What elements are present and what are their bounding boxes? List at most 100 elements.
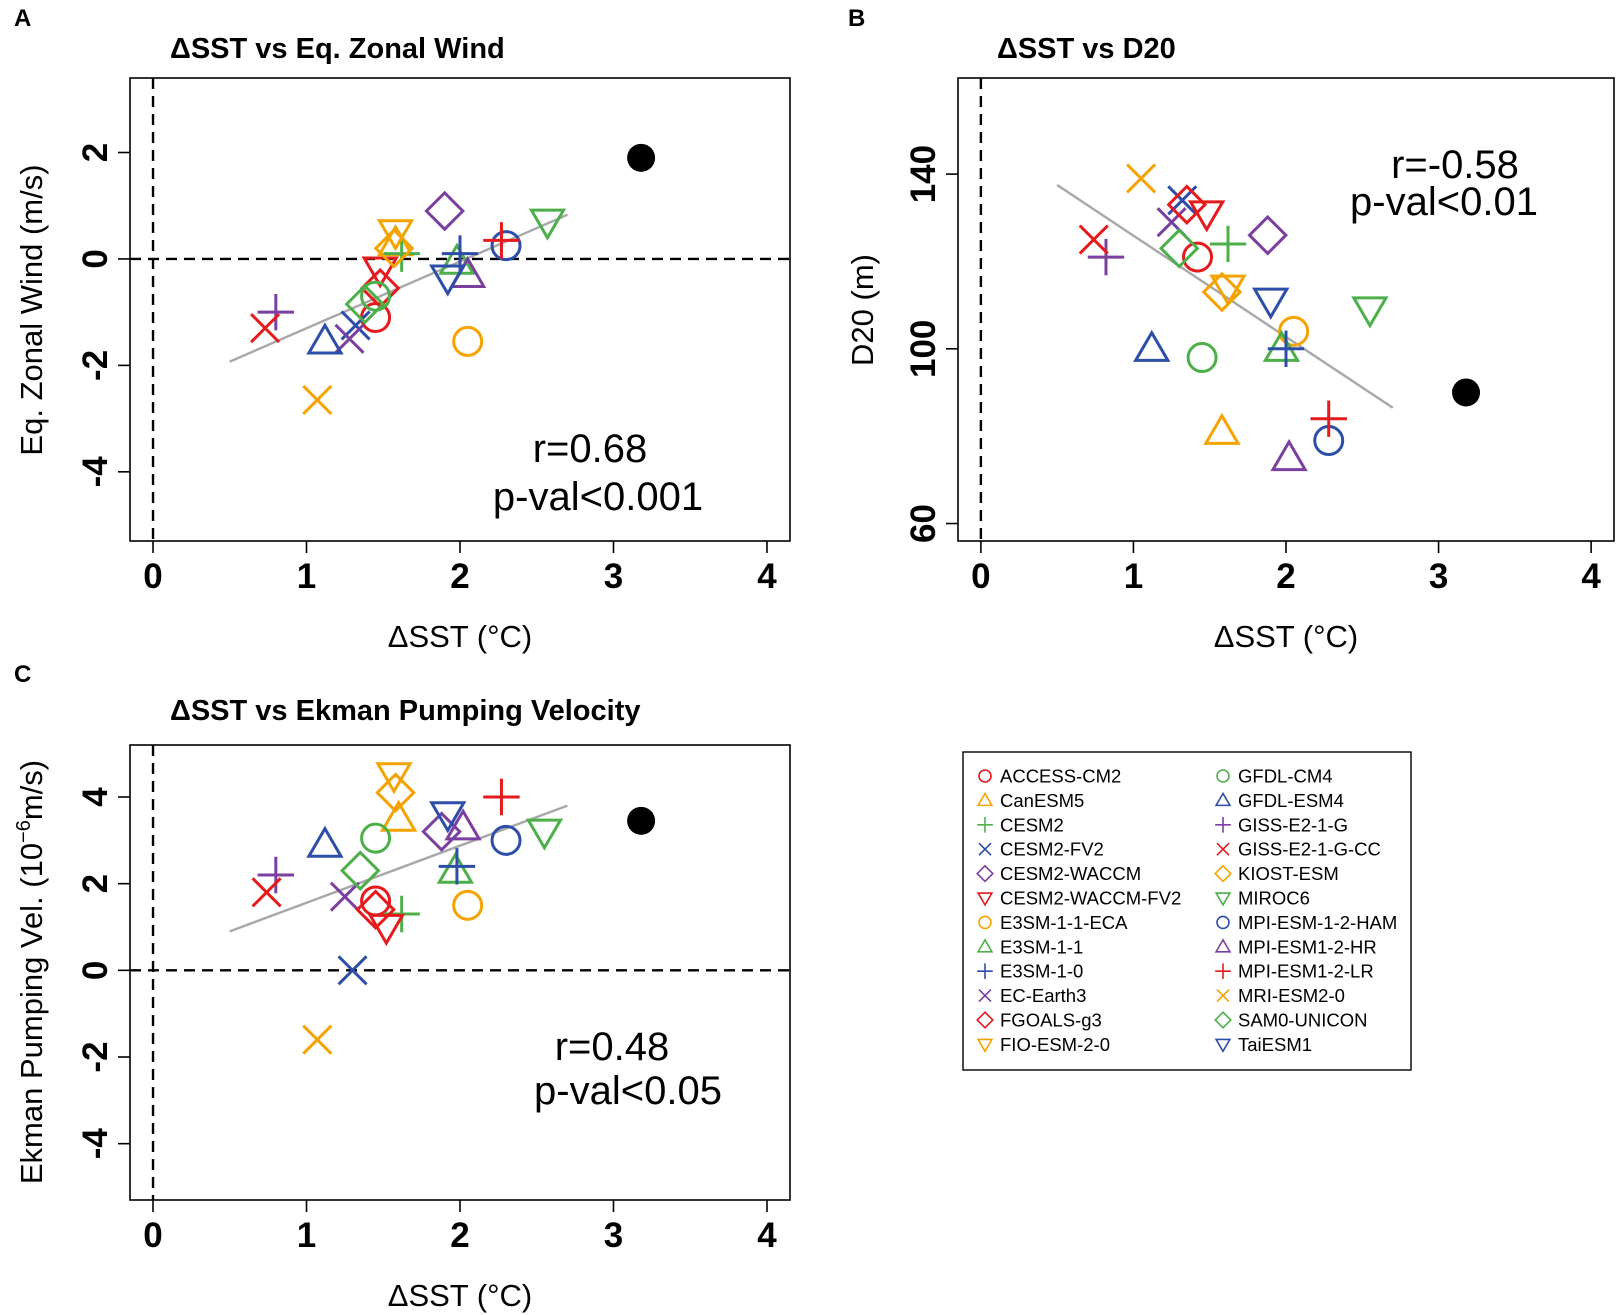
legend-marker-e3sm-1-1-eca <box>978 915 992 930</box>
legend-label-e3sm-1-0: E3SM-1-0 <box>1000 961 1083 982</box>
panel-b-x-tick-label: 2 <box>1276 557 1295 596</box>
legend-label-miroc6: MIROC6 <box>1238 888 1310 909</box>
panel-letter-b: B <box>848 5 865 32</box>
panel-a-point-cesm2-waccm <box>424 190 465 232</box>
panel-b-y-tick-label: 140 <box>904 145 943 203</box>
legend-marker-mpi-esm1-2-lr <box>1215 963 1231 979</box>
panel-a-point-cesm2 <box>383 235 420 272</box>
panel-letter-a: A <box>14 5 31 32</box>
legend-marker-e3sm-1-0 <box>977 963 993 979</box>
panel-b-point-access-cm2 <box>1182 241 1214 273</box>
legend-label-cesm2-fv2: CESM2-FV2 <box>1000 839 1104 860</box>
legend-label-cesm2-waccm: CESM2-WACCM <box>1000 863 1141 884</box>
legend-label-taiesm1: TaiESM1 <box>1238 1034 1312 1055</box>
panel-b-y-tick-label: 100 <box>904 320 943 378</box>
panel-b-point-cesm2 <box>1209 225 1247 263</box>
panel-c-point-taiesm1 <box>429 801 467 834</box>
legend-label-ec-earth3: EC-Earth3 <box>1000 985 1086 1006</box>
panel-c-y-tick-label: 0 <box>76 961 115 980</box>
panel-a-x-tick-label: 1 <box>297 557 316 596</box>
panel-a-point-gfdl-esm4 <box>306 322 344 355</box>
panel-c-point-canesm5 <box>379 799 418 832</box>
panel-c-x-tick-label: 1 <box>297 1216 316 1255</box>
panel-c-point-e3sm-1-0 <box>438 848 476 885</box>
panel-c-point-gfdl-esm4 <box>306 825 344 858</box>
legend-marker-cesm2-fv2 <box>978 842 992 856</box>
panel-a: A ΔSST vs Eq. Zonal Wind 0 1 2 3 4 -4 -2 0 2 ΔS… <box>14 5 791 654</box>
panel-c-x-tick-label: 3 <box>604 1216 623 1255</box>
legend-label-mpi-esm1-2-lr: MPI-ESM1-2-LR <box>1238 961 1374 982</box>
panel-c: C ΔSST vs Ekman Pumping Velocity 0 1 2 3 4 -… <box>13 661 791 1313</box>
panel-a-point-giss-e2-1-g-cc <box>250 313 281 344</box>
panel-b-r-value: r=-0.58 <box>1391 143 1519 187</box>
panel-a-point-mri-esm2-0 <box>302 384 333 416</box>
legend-marker-mpi-esm-1-2-ham <box>1216 915 1230 930</box>
panel-c-point-miroc6 <box>525 818 564 851</box>
panel-c-point-sam0-unicon <box>339 850 381 891</box>
panel-a-y-tick-label: 0 <box>76 249 115 268</box>
panel-b-point-mpi-esm1-2-lr <box>1310 400 1347 437</box>
panel-c-y-tick-label: 2 <box>76 874 115 893</box>
legend-marker-giss-e2-1-g-cc <box>1216 842 1230 856</box>
legend: ACCESS-CM2 CanESM5 CESM2 CESM2-FV2 CESM2-WAC… <box>962 751 1412 1071</box>
panel-b-point-miroc6 <box>1351 296 1389 329</box>
panel-a-x-tick-label: 3 <box>604 557 623 596</box>
panel-a-y-tick-label: 2 <box>76 143 115 162</box>
legend-marker-canesm5 <box>976 791 994 807</box>
panel-b-x-tick-label: 3 <box>1429 557 1448 596</box>
legend-marker-miroc6 <box>1214 892 1232 907</box>
panel-c-point-giss-e2-1-g <box>257 856 295 894</box>
legend-label-mpi-esm1-2-hr: MPI-ESM1-2-HR <box>1238 936 1377 957</box>
panel-a-point-e3sm-1-1-eca <box>452 325 484 357</box>
legend-label-gfdl-cm4: GFDL-CM4 <box>1238 766 1333 787</box>
legend-label-canesm5: CanESM5 <box>1000 790 1084 811</box>
legend-label-e3sm-1-1-eca: E3SM-1-1-ECA <box>1000 912 1128 933</box>
panel-a-point-mpi-esm-1-2-ham <box>490 230 522 262</box>
panel-b-point-cesm2-waccm-fv2 <box>1187 200 1226 233</box>
panel-b-point-e3sm-1-1 <box>1262 329 1301 362</box>
panel-b-point-cesm2-waccm <box>1247 214 1289 256</box>
panel-a-highlight <box>627 143 656 172</box>
panel-c-point-mpi-esm1-2-hr <box>444 808 482 841</box>
panel-c-y-axis: -4 -2 0 2 4 <box>76 787 130 1159</box>
legend-label-mri-esm2-0: MRI-ESM2-0 <box>1238 985 1345 1006</box>
panel-c-x-tick-label: 4 <box>757 1216 777 1255</box>
legend-marker-giss-e2-1-g <box>1215 817 1231 833</box>
panel-c-observed-point <box>627 806 656 835</box>
legend-marker-fgoals-g3 <box>976 1011 994 1029</box>
panel-c-y-label-exponent: −6 <box>13 820 35 843</box>
panel-c-frame <box>129 744 791 1201</box>
panel-b-observed-point <box>1452 378 1481 407</box>
legend-marker-kiost-esm <box>1214 864 1232 883</box>
panel-c-y-tick-label: -4 <box>76 1128 115 1160</box>
legend-marker-cesm2 <box>977 817 993 833</box>
panel-a-y-tick-label: -4 <box>76 456 115 488</box>
panel-b-y-axis: 60 100 140 <box>904 145 958 543</box>
panel-b-points <box>1078 163 1389 472</box>
legend-label-giss-e2-1-g-cc: GISS-E2-1-G-CC <box>1238 839 1381 860</box>
legend-label-fio-esm-2-0: FIO-ESM-2-0 <box>1000 1034 1110 1055</box>
panel-a-x-label: ΔSST (°C) <box>388 619 532 654</box>
legend-marker-fio-esm-2-0 <box>976 1038 994 1053</box>
panel-b-y-tick-label: 60 <box>904 504 943 543</box>
panel-a-observed-point <box>627 143 656 172</box>
panel-c-point-mri-esm2-0 <box>302 1024 333 1055</box>
legend-marker-cesm2-waccm-fv2 <box>976 892 994 907</box>
panel-a-point-kiost-esm <box>373 227 415 269</box>
panel-b-point-giss-e2-1-g <box>1087 238 1125 276</box>
legend-marker-access-cm2 <box>978 769 992 783</box>
panel-a-x-tick-label: 4 <box>757 557 777 596</box>
panel-c-point-kiost-esm <box>375 772 416 813</box>
legend-marker-e3sm-1-1 <box>976 938 994 953</box>
panel-b-x-tick-label: 4 <box>1581 557 1601 596</box>
panel-c-point-fgoals-g3 <box>355 889 396 930</box>
panel-c-point-e3sm-1-1 <box>436 851 475 884</box>
panel-b-point-giss-e2-1-g-cc <box>1078 224 1109 255</box>
panel-b-title: ΔSST vs D20 <box>997 33 1176 65</box>
panel-c-x-axis: 0 1 2 3 4 <box>143 1200 777 1255</box>
panel-a-title: ΔSST vs Eq. Zonal Wind <box>170 33 505 65</box>
panel-b-point-mri-esm2-0 <box>1126 163 1157 194</box>
panel-c-y-label-main: Ekman Pumping Vel. (10 <box>14 843 49 1184</box>
panel-c-regression-line <box>229 804 568 933</box>
